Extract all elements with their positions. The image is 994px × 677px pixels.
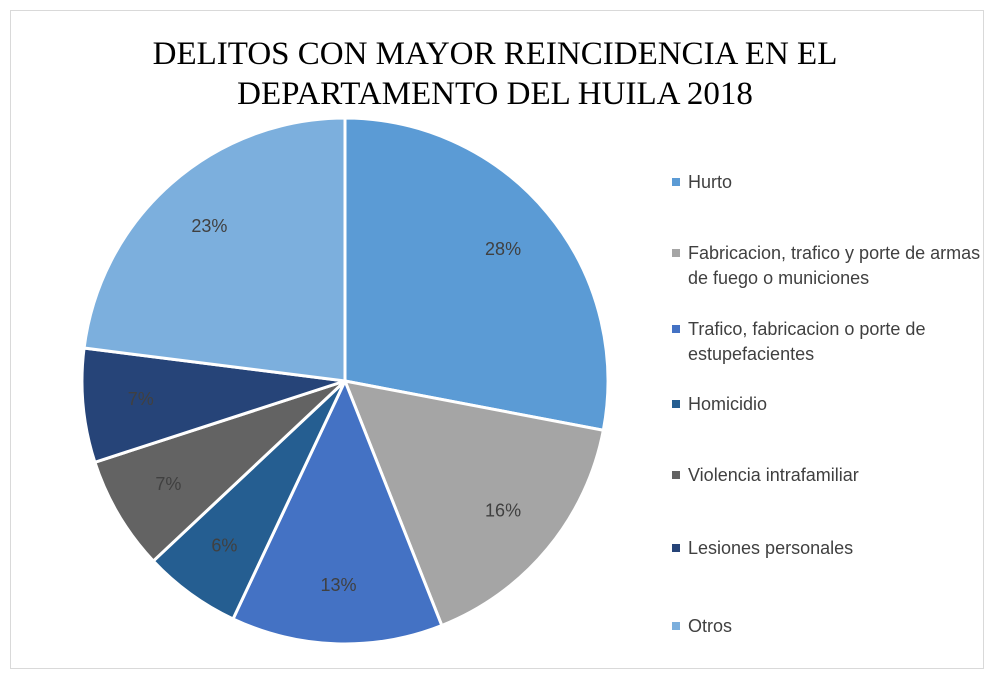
chart-title: DELITOS CON MAYOR REINCIDENCIA EN EL DEP… — [152, 36, 838, 112]
legend-label: Lesiones personales — [688, 538, 854, 558]
legend-item: Homicidio — [672, 392, 994, 417]
legend-item: Fabricacion, trafico y porte de armas de… — [672, 241, 994, 291]
data-label: 13% — [321, 575, 357, 595]
legend-swatch — [672, 544, 680, 552]
pie-slice — [342, 379, 606, 628]
legend-swatch — [672, 400, 680, 408]
legend-label: Homicidio — [688, 394, 768, 414]
legend-swatch — [672, 622, 680, 630]
legend-label: Fabricacion, trafico y porte de armas de… — [688, 243, 981, 288]
legend-item: Hurto — [672, 170, 994, 195]
data-label: 7% — [155, 474, 181, 494]
pie-slice — [80, 346, 346, 465]
legend-label: Trafico, fabricacion o porte de estupefa… — [688, 319, 926, 364]
legend-item: Violencia intrafamiliar — [672, 463, 994, 488]
legend-item: Otros — [672, 614, 994, 639]
pie-slice — [231, 377, 444, 646]
data-label: 16% — [485, 501, 521, 521]
legend-swatch — [672, 178, 680, 186]
legend-swatch — [672, 325, 680, 333]
legend-label: Violencia intrafamiliar — [688, 465, 859, 485]
data-label: 7% — [128, 389, 154, 409]
data-label: 28% — [485, 239, 521, 259]
legend-swatch — [672, 249, 680, 257]
pie-slice — [82, 116, 347, 383]
legend-label: Otros — [688, 616, 733, 636]
legend-item: Trafico, fabricacion o porte de estupefa… — [672, 317, 994, 367]
legend-label: Hurto — [688, 172, 733, 192]
data-label: 23% — [191, 216, 227, 236]
pie-slice — [92, 379, 347, 564]
pie-slice — [343, 116, 610, 433]
legend-swatch — [672, 471, 680, 479]
data-label: 6% — [211, 536, 237, 556]
legend-item: Lesiones personales — [672, 536, 994, 561]
